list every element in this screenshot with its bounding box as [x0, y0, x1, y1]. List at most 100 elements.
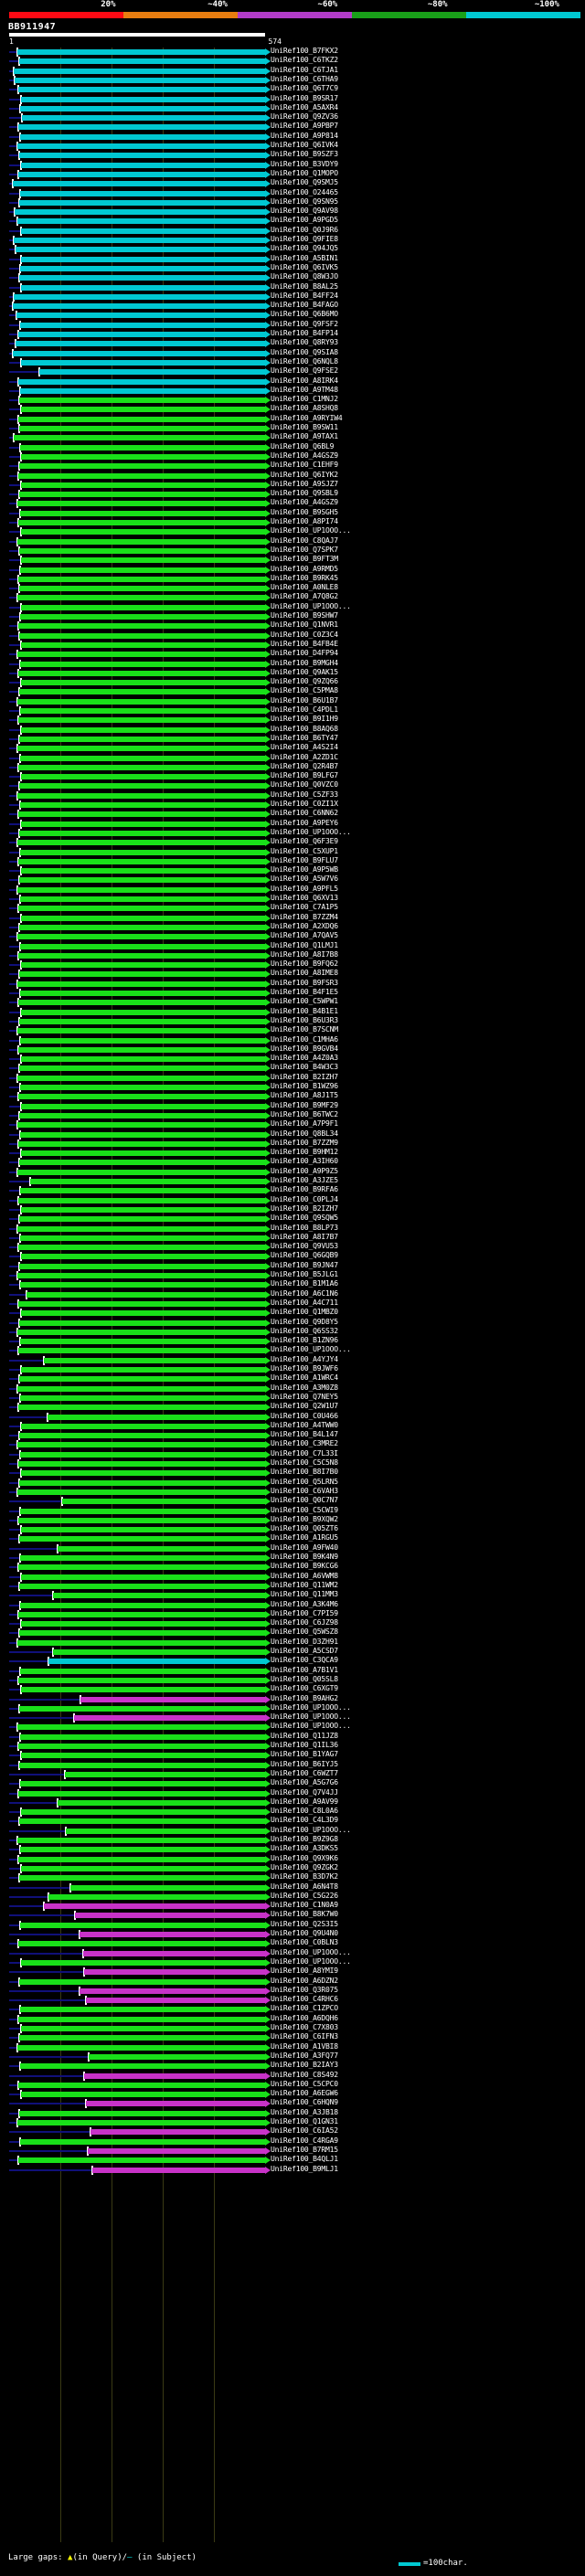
hsp-bar[interactable]	[18, 547, 265, 554]
hit-label[interactable]: UniRef100_C1MNJ2	[271, 395, 338, 404]
hit-label[interactable]: UniRef100_A2ZD1C	[271, 752, 338, 761]
hsp-bar[interactable]	[19, 1508, 265, 1514]
hit-row[interactable]: UniRef100_B7FKX2	[0, 47, 585, 57]
hit-label[interactable]: UniRef100_A9FW40	[271, 1542, 338, 1552]
hit-row[interactable]: UniRef100_Q6XV13	[0, 894, 585, 904]
hsp-bar[interactable]	[30, 1179, 265, 1184]
hit-label[interactable]: UniRef100_A4S2I4	[271, 743, 338, 752]
hit-row[interactable]: UniRef100_B5JLG1	[0, 1270, 585, 1280]
hsp-bar[interactable]	[18, 1875, 265, 1882]
hit-label[interactable]: UniRef100_Q6IVK5	[271, 262, 338, 271]
hsp-bar[interactable]	[16, 1225, 265, 1232]
hit-row[interactable]: UniRef100_Q6GQB9	[0, 1251, 585, 1262]
hit-label[interactable]: UniRef100_C4L3D9	[271, 1816, 338, 1825]
hit-label[interactable]: UniRef100_B2IZH7	[271, 1072, 338, 1081]
hit-row[interactable]: UniRef100_A6DZN2	[0, 1977, 585, 1987]
hit-row[interactable]: UniRef100_A5W7V6	[0, 875, 585, 885]
hit-label[interactable]: UniRef100_B4FP14	[271, 329, 338, 337]
hit-label[interactable]: UniRef100_A5W7V6	[271, 875, 338, 884]
hit-label[interactable]: UniRef100_B8AL25	[271, 281, 338, 291]
hit-row[interactable]: UniRef100_B4FB4E	[0, 640, 585, 650]
hsp-bar[interactable]	[83, 2072, 265, 2079]
hsp-bar[interactable]	[17, 1348, 265, 1354]
hsp-bar[interactable]	[17, 1856, 265, 1862]
hit-label[interactable]: UniRef100_Q6SS32	[271, 1326, 338, 1335]
hit-label[interactable]: UniRef100_C1MHA6	[271, 1034, 338, 1044]
hit-row[interactable]: UniRef100_B3VDY9	[0, 160, 585, 170]
hsp-bar[interactable]	[18, 971, 265, 978]
hsp-bar[interactable]	[19, 896, 265, 902]
hsp-bar[interactable]	[20, 529, 265, 535]
hsp-bar[interactable]	[20, 680, 265, 686]
hit-row[interactable]: UniRef100_Q0J9R6	[0, 226, 585, 236]
hit-row[interactable]: UniRef100_Q05SL8	[0, 1675, 585, 1685]
hit-label[interactable]: UniRef100_C5C5N8	[271, 1458, 338, 1467]
hit-row[interactable]: UniRef100_A9TM48	[0, 386, 585, 396]
hit-row[interactable]: UniRef100_B6TWC2	[0, 1110, 585, 1120]
hsp-bar[interactable]	[19, 1394, 265, 1401]
hsp-bar[interactable]	[17, 416, 265, 422]
hit-row[interactable]: UniRef100_C8QAJ7	[0, 536, 585, 546]
hit-row[interactable]: UniRef100_Q0C7N7	[0, 1496, 585, 1507]
hsp-bar[interactable]	[19, 1733, 265, 1740]
hsp-bar[interactable]	[85, 1998, 265, 2004]
hit-row[interactable]: UniRef100_C5PMA8	[0, 686, 585, 697]
hit-row[interactable]: UniRef100_Q94JQ5	[0, 244, 585, 255]
hsp-bar[interactable]	[20, 1753, 265, 1759]
hsp-bar[interactable]	[20, 1527, 265, 1533]
hit-row[interactable]: UniRef100_B6U3R3	[0, 1016, 585, 1026]
hit-label[interactable]: UniRef100_B9SW11	[271, 423, 338, 431]
hsp-bar[interactable]	[17, 1000, 265, 1006]
hit-label[interactable]: UniRef100_UP1OOO...	[271, 601, 351, 610]
hit-row[interactable]: UniRef100_Q6B6MO	[0, 310, 585, 321]
hsp-bar[interactable]	[20, 482, 265, 488]
hit-label[interactable]: UniRef100_A9TAX1	[271, 432, 338, 441]
hsp-bar[interactable]	[18, 1705, 265, 1712]
hit-label[interactable]: UniRef100_C0BLN3	[271, 1938, 338, 1947]
hsp-bar[interactable]	[18, 736, 265, 742]
hsp-bar[interactable]	[18, 1978, 265, 1985]
hsp-bar[interactable]	[20, 1574, 265, 1580]
hsp-bar[interactable]	[16, 538, 265, 545]
hit-row[interactable]: UniRef100_Q2W1U7	[0, 1402, 585, 1413]
hit-row[interactable]: UniRef100_Q9VU53	[0, 1242, 585, 1253]
hit-row[interactable]: UniRef100_C7PI59	[0, 1609, 585, 1619]
hit-row[interactable]: UniRef100_A5AXR4	[0, 103, 585, 113]
hit-label[interactable]: UniRef100_C6HQN9	[271, 2098, 338, 2107]
hit-label[interactable]: UniRef100_C8L0A6	[271, 1807, 338, 1816]
hit-row[interactable]: UniRef100_Q9SBL9	[0, 489, 585, 500]
hit-row[interactable]: UniRef100_UP1OOO...	[0, 1722, 585, 1733]
hit-label[interactable]: UniRef100_B9XQW2	[271, 1514, 338, 1523]
hit-row[interactable]: UniRef100_B9RK45	[0, 574, 585, 584]
hit-label[interactable]: UniRef100_A9PFL5	[271, 884, 338, 893]
hsp-bar[interactable]	[18, 2035, 265, 2041]
hit-row[interactable]: UniRef100_Q6IVK4	[0, 141, 585, 151]
hit-label[interactable]: UniRef100_B9FSR3	[271, 978, 338, 987]
hit-row[interactable]: UniRef100_C6JZ98	[0, 1618, 585, 1629]
hsp-bar[interactable]	[61, 1499, 265, 1505]
hsp-bar[interactable]	[19, 661, 265, 667]
hit-label[interactable]: UniRef100_A1VBI8	[271, 2041, 338, 2051]
hit-label[interactable]: UniRef100_B2IZH7	[271, 1203, 338, 1213]
hsp-bar[interactable]	[19, 190, 265, 196]
hit-row[interactable]: UniRef100_Q8RY93	[0, 338, 585, 349]
hit-row[interactable]: UniRef100_B9JN47	[0, 1261, 585, 1271]
hit-row[interactable]: UniRef100_B4QLJ1	[0, 2155, 585, 2166]
hit-label[interactable]: UniRef100_A7Q8G2	[271, 592, 338, 601]
hsp-bar[interactable]	[20, 256, 265, 262]
hit-label[interactable]: UniRef100_B8AQ68	[271, 724, 338, 733]
hit-label[interactable]: UniRef100_B1M1A6	[271, 1279, 338, 1288]
hit-row[interactable]: UniRef100_Q11MM3	[0, 1590, 585, 1601]
hsp-bar[interactable]	[19, 1668, 265, 1674]
hit-label[interactable]: UniRef100_B9SR17	[271, 93, 338, 102]
hit-label[interactable]: UniRef100_Q8BL34	[271, 1129, 338, 1138]
hit-label[interactable]: UniRef100_Q0VZC0	[271, 780, 338, 790]
hit-label[interactable]: UniRef100_B4F1E5	[271, 988, 338, 996]
hit-row[interactable]: UniRef100_A9PBP7	[0, 122, 585, 133]
hit-label[interactable]: UniRef100_Q11WM2	[271, 1580, 338, 1589]
hsp-bar[interactable]	[17, 1744, 265, 1749]
hsp-bar[interactable]	[18, 632, 265, 639]
hit-row[interactable]: UniRef100_B9MGH4	[0, 659, 585, 669]
hit-label[interactable]: UniRef100_A3DKS5	[271, 1844, 338, 1853]
hit-row[interactable]: UniRef100_A4GSZ9	[0, 451, 585, 461]
